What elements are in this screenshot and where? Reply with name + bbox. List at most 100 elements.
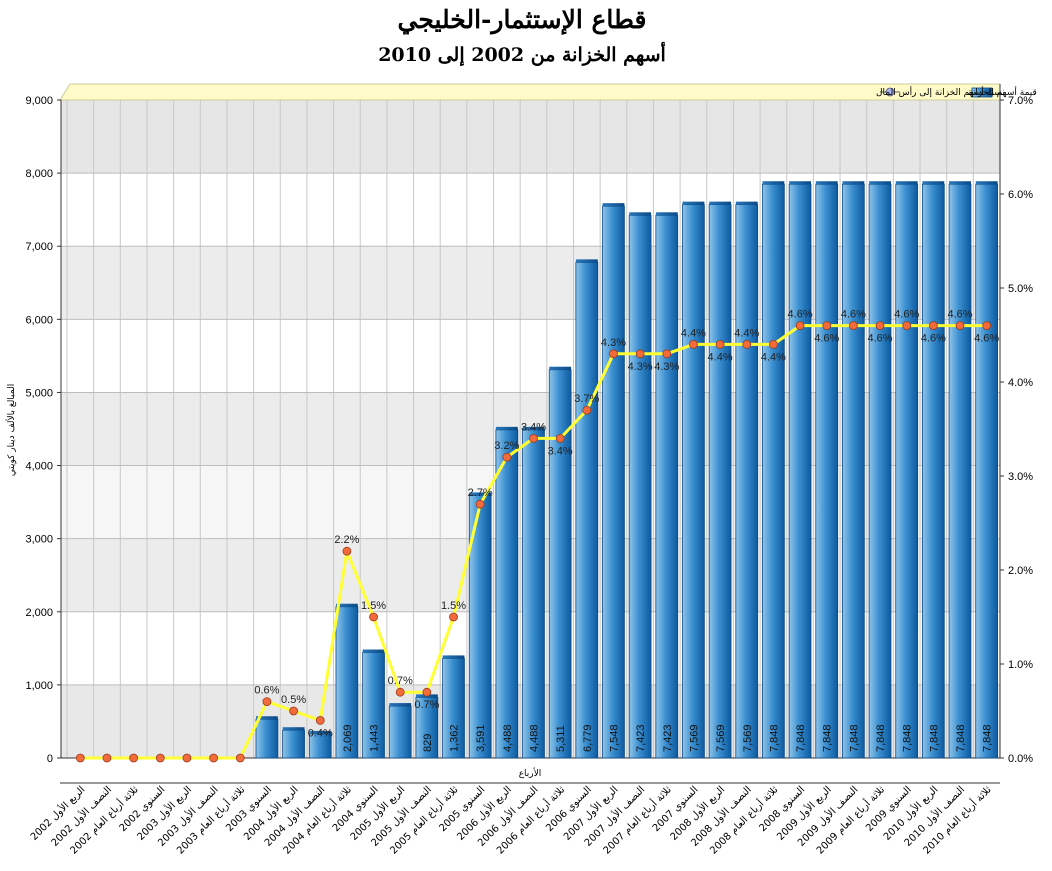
bar-top	[602, 203, 625, 207]
bar-top	[629, 212, 652, 216]
percent-value-label: 4.6%	[921, 333, 946, 345]
percent-marker	[502, 452, 512, 462]
bar-value-label: 5,311	[555, 725, 567, 752]
percent-value-label: 2.7%	[468, 487, 493, 499]
bar-value-label: 1,362	[449, 724, 461, 752]
bar-top	[575, 259, 598, 263]
percent-line	[75, 321, 992, 763]
bar	[762, 183, 785, 759]
legend: قيمة أسهم الخزانة نسبة أسهم الخزانة إلى …	[59, 83, 1037, 101]
y2-tick-label: 3.0%	[1008, 471, 1033, 483]
y2-tick-label: 6.0%	[1008, 189, 1033, 201]
legend-line-label: نسبة أسهم الخزانة إلى رأس المال	[876, 86, 1005, 98]
bar-value-label: 4,488	[529, 724, 541, 752]
percent-marker	[369, 612, 378, 622]
percent-marker	[662, 349, 672, 359]
y-tick-label: 8,000	[25, 168, 53, 180]
percent-marker	[715, 339, 725, 349]
percent-value-label: 4.6%	[814, 333, 839, 345]
y-tick-label: 3,000	[25, 534, 53, 546]
bar-value-label: 7,569	[715, 724, 727, 752]
bar-top	[522, 426, 545, 430]
percent-marker	[875, 321, 885, 331]
bar-top	[549, 366, 572, 370]
percent-marker	[848, 321, 858, 331]
bar-top	[309, 730, 332, 734]
bar-top	[949, 181, 971, 185]
y2-tick-label: 1.0%	[1008, 659, 1033, 671]
percent-value-label: 3.7%	[574, 393, 599, 405]
percent-marker	[982, 321, 992, 331]
bar	[868, 183, 892, 759]
bar-value-label: 4,488	[502, 724, 514, 752]
percent-value-label: 4.6%	[788, 309, 813, 321]
y-tick-label: 0	[47, 753, 53, 765]
bar	[388, 705, 412, 759]
percent-marker	[395, 687, 405, 697]
bar-value-label: 1,443	[369, 724, 381, 752]
y-tick-label: 4,000	[25, 461, 53, 473]
percent-value-label: 0.7%	[388, 675, 413, 687]
bar-value-label: 829	[422, 734, 434, 752]
bar-value-label: 7,848	[795, 724, 807, 752]
bar	[922, 183, 945, 759]
bar-top	[335, 603, 358, 607]
percent-marker	[529, 433, 538, 443]
legend-line-marker	[885, 87, 895, 97]
percent-marker	[795, 321, 805, 331]
percent-marker	[129, 753, 139, 763]
y-tick-label: 9,000	[25, 95, 53, 107]
percent-marker	[102, 753, 112, 763]
legend-bar-swatch	[971, 87, 993, 98]
y-tick-label: 6,000	[25, 314, 53, 326]
percent-marker	[902, 321, 912, 331]
bar-value-label: 7,569	[742, 724, 754, 752]
bar-value-label: 7,848	[822, 724, 834, 752]
bar-value-label: 7,423	[662, 724, 674, 752]
percent-marker	[475, 499, 485, 509]
percent-value-label: 4.6%	[947, 309, 972, 321]
bar-value-label: 6,779	[582, 724, 594, 752]
bar-value-label: 7,848	[982, 724, 994, 752]
percent-value-label: 0.4%	[308, 727, 333, 739]
bar	[735, 204, 759, 759]
percent-value-label: 0.6%	[254, 685, 279, 697]
percent-marker	[342, 546, 352, 556]
x-axis-title: الأرباع	[519, 767, 542, 779]
gridlines	[61, 99, 1001, 759]
bar-value-label: 7,848	[955, 724, 967, 752]
bar	[682, 204, 705, 759]
bar-value-label: 7,848	[902, 724, 914, 752]
percent-marker	[75, 753, 85, 763]
bar	[628, 214, 652, 759]
percent-marker	[235, 753, 245, 763]
chart-subtitle: أسهم الخزانة من 2002 إلى 2010	[378, 41, 666, 67]
percent-value-label: 0.7%	[414, 699, 439, 711]
percent-value-label: 3.4%	[548, 445, 573, 457]
percent-value-label: 4.6%	[894, 309, 919, 321]
bar-value-label: 7,423	[635, 724, 647, 752]
bar	[602, 205, 625, 759]
bar-top	[442, 655, 465, 659]
bar	[548, 369, 572, 759]
percent-value-label: 3.4%	[521, 421, 546, 433]
bar-top	[895, 181, 918, 185]
percent-marker	[262, 697, 272, 706]
percent-value-label: 4.4%	[681, 327, 706, 339]
percent-value-label: 3.2%	[494, 440, 519, 452]
bar-value-label: 2,069	[342, 724, 354, 752]
y2-tick-label: 4.0%	[1008, 377, 1033, 389]
percent-marker	[449, 612, 458, 622]
bar-top	[975, 181, 998, 185]
percent-marker	[582, 405, 592, 415]
bar	[788, 183, 812, 759]
legend-bar-label: قيمة أسهم الخزانة	[968, 86, 1037, 98]
bar	[655, 214, 679, 759]
percent-value-label: 2.2%	[334, 534, 359, 546]
percent-marker	[555, 433, 565, 443]
percent-marker	[769, 339, 778, 349]
y-tick-label: 2,000	[25, 607, 53, 619]
bar-top	[815, 181, 838, 185]
percent-value-label: 0.5%	[281, 694, 306, 706]
bar-top	[762, 181, 785, 185]
